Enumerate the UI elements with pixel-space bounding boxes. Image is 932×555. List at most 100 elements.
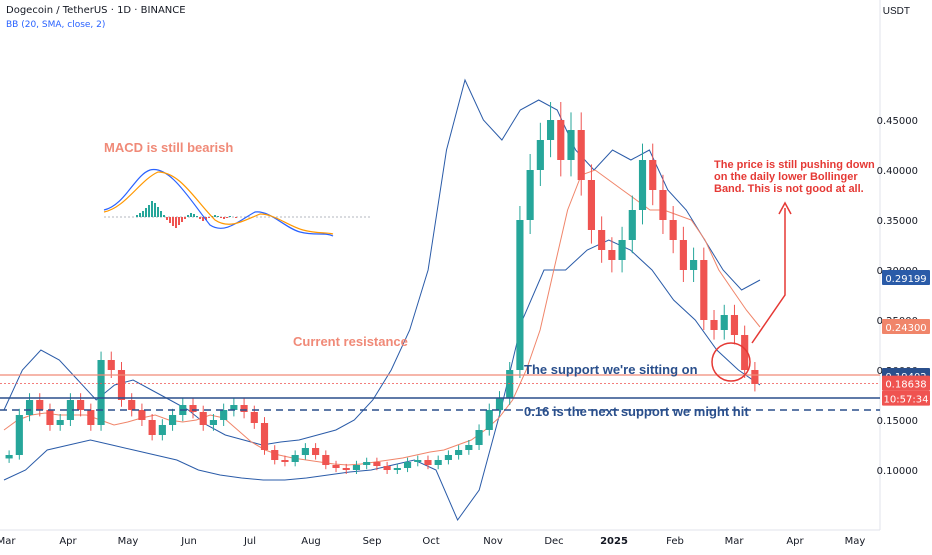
x-tick-label: Apr <box>59 536 77 547</box>
candle-body <box>741 335 749 370</box>
candle-body <box>434 460 442 465</box>
candle-body <box>250 412 258 423</box>
candle-body <box>577 130 585 180</box>
price-label-box <box>882 319 930 334</box>
x-tick-label: Mar <box>0 536 16 547</box>
price-label-text: 0.29199 <box>885 274 926 285</box>
candle-body <box>373 462 381 466</box>
candle-body <box>281 460 289 462</box>
next-support-annotation: 0.16 is the next support we might hit <box>524 404 749 419</box>
candle-body <box>485 410 493 430</box>
candle-body <box>495 398 504 410</box>
price-label-box <box>882 375 930 391</box>
chart-symbol-title[interactable]: Dogecoin / TetherUS · 1D · BINANCE <box>6 5 186 16</box>
y-tick-label: 0.10000 <box>877 466 918 477</box>
y-tick-label: 0.45000 <box>877 116 918 127</box>
macd-histogram-bar <box>217 216 219 217</box>
macd-histogram-bar <box>220 217 222 218</box>
candle-body <box>168 415 177 425</box>
macd-signal-line <box>103 171 334 235</box>
x-tick-label: Jul <box>243 536 256 547</box>
candle-body <box>526 170 534 220</box>
x-tick-label: Apr <box>786 536 804 547</box>
annotation-arrow <box>751 208 786 344</box>
macd-histogram-bar <box>202 217 204 221</box>
bollinger-basis <box>3 169 761 466</box>
candle-body <box>710 320 718 330</box>
macd-histogram-bar <box>154 203 156 217</box>
candle-body <box>393 468 401 470</box>
candle-body <box>56 420 64 425</box>
candle-body <box>455 450 463 455</box>
macd-histogram-bar <box>169 217 171 223</box>
macd-histogram-bar <box>193 214 195 217</box>
candle-body <box>332 465 340 468</box>
macd-line <box>103 169 334 237</box>
macd-histogram-bar <box>166 217 168 220</box>
macd-histogram-bar <box>214 215 216 217</box>
countdown-text: 10:57:34 <box>884 395 929 406</box>
price-label-text: 0.18638 <box>885 380 926 391</box>
candle-body <box>5 455 13 459</box>
candle-body <box>536 140 544 170</box>
macd-histogram-bar <box>178 217 180 225</box>
candle-body <box>342 468 350 470</box>
indicator-legend[interactable]: BB (20, SMA, close, 2) <box>6 20 106 30</box>
candle-body <box>128 400 136 410</box>
x-tick-label: Mar <box>725 536 745 547</box>
price-note-line-2: on the daily lower Bollinger <box>714 171 858 183</box>
macd-histogram-bar <box>229 216 231 217</box>
candle-body <box>77 400 85 410</box>
bollinger-upper-band <box>3 78 761 446</box>
macd-histogram-bar <box>148 205 150 217</box>
x-tick-label: May <box>118 536 139 547</box>
candle-body <box>598 230 606 250</box>
macd-histogram-bar <box>184 217 186 219</box>
candle-body <box>352 465 361 470</box>
macd-histogram-bar <box>223 217 225 219</box>
candle-body <box>628 210 636 240</box>
candle-body <box>403 462 412 468</box>
macd-histogram-bar <box>196 216 198 217</box>
price-label-text: 0.24300 <box>885 323 926 334</box>
x-tick-label: Nov <box>483 536 503 547</box>
candle-body <box>700 260 708 320</box>
candle-body <box>608 250 616 260</box>
macd-histogram-bar <box>235 217 237 218</box>
candle-body <box>138 410 146 420</box>
candle-body <box>46 410 54 425</box>
candle-body <box>15 415 23 455</box>
candle-body <box>189 405 197 412</box>
macd-histogram-bar <box>157 207 159 217</box>
macd-histogram-bar <box>187 215 189 217</box>
candle-body <box>587 180 596 230</box>
support-annotation: The support we're sitting on <box>524 362 698 377</box>
candle-body <box>383 466 391 470</box>
macd-histogram-bar <box>160 211 162 217</box>
macd-histogram-bar <box>136 215 138 217</box>
macd-histogram-bar <box>199 217 201 219</box>
y-tick-label: 0.40000 <box>877 166 918 177</box>
candle-body <box>730 315 739 335</box>
countdown-box <box>882 390 930 406</box>
x-tick-label: Jun <box>180 536 197 547</box>
annotation-arrow-head <box>778 201 792 215</box>
candle-body <box>679 240 687 270</box>
macd-annotation: MACD is still bearish <box>104 140 234 155</box>
price-note-line-1: The price is still pushing down <box>714 159 875 171</box>
candle-body <box>240 405 248 412</box>
macd-histogram-bar <box>226 217 228 218</box>
candle-body <box>690 260 698 270</box>
candle-body <box>271 450 279 460</box>
macd-histogram-bar <box>205 217 207 220</box>
macd-histogram-bar <box>172 217 174 226</box>
macd-histogram-bar <box>145 208 147 217</box>
candle-body <box>649 160 657 190</box>
macd-histogram-bar <box>163 215 165 217</box>
candle-body <box>557 120 565 160</box>
candle-body <box>444 455 452 460</box>
candle-body <box>209 420 218 425</box>
macd-histogram-bar <box>190 213 192 217</box>
